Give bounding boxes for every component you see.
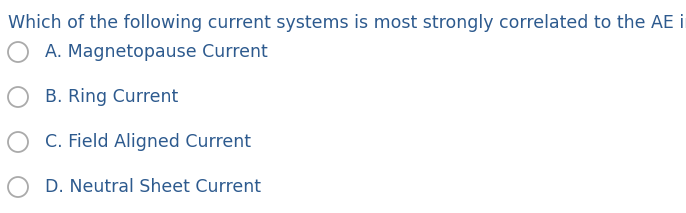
Text: B. Ring Current: B. Ring Current bbox=[45, 88, 178, 106]
Circle shape bbox=[8, 42, 28, 62]
Text: A. Magnetopause Current: A. Magnetopause Current bbox=[45, 43, 268, 61]
Text: C. Field Aligned Current: C. Field Aligned Current bbox=[45, 133, 251, 151]
Circle shape bbox=[8, 87, 28, 107]
Circle shape bbox=[8, 177, 28, 197]
Text: Which of the following current systems is most strongly correlated to the AE ind: Which of the following current systems i… bbox=[8, 14, 686, 32]
Circle shape bbox=[8, 132, 28, 152]
Text: D. Neutral Sheet Current: D. Neutral Sheet Current bbox=[45, 178, 261, 196]
